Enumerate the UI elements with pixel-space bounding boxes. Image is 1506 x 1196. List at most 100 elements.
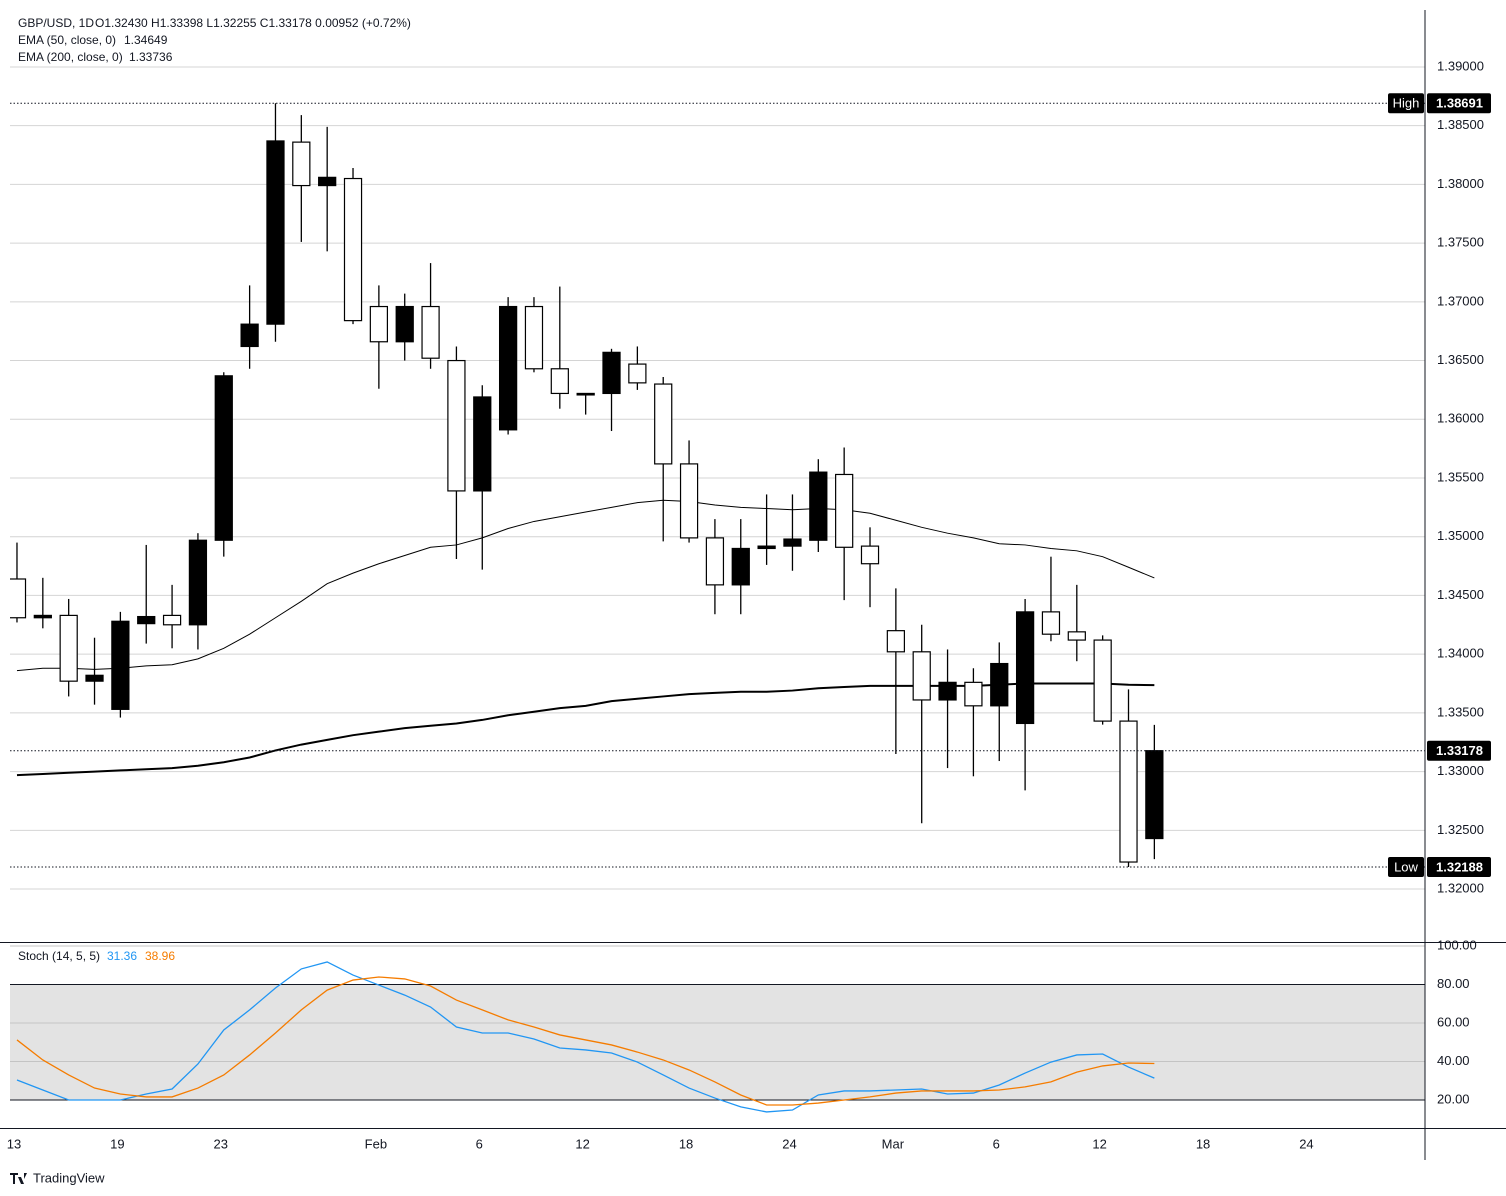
x-tick-label: 19 (110, 1136, 124, 1151)
candle-body (33, 614, 52, 619)
low-marker-tag (1388, 856, 1424, 877)
candle-body (809, 471, 828, 541)
plot-area (16, 961, 1155, 1113)
y-tick-label: 1.35500 (1437, 469, 1484, 484)
brand: TradingView (10, 1170, 105, 1185)
candle-body (860, 545, 880, 565)
candle-body (85, 674, 104, 682)
candle-body (835, 473, 854, 548)
candle-body (1015, 611, 1035, 725)
y-tick-label: 40.00 (1437, 1053, 1470, 1068)
stoch-line (16, 976, 1155, 1106)
high-marker-value: 1.38691 (1436, 96, 1483, 111)
x-tick-label: 18 (1196, 1136, 1210, 1151)
y-tick-label: 1.34500 (1437, 587, 1484, 602)
x-tick-label: 18 (679, 1136, 693, 1151)
ema-50-value: 1.34649 (124, 33, 168, 47)
candle-body (731, 547, 750, 586)
candle-body (473, 396, 492, 492)
y-tick-label: 20.00 (1437, 1091, 1470, 1106)
y-tick-label: 1.35000 (1437, 528, 1484, 543)
x-tick-label: 6 (993, 1136, 1000, 1151)
x-tick-label: 24 (1299, 1136, 1313, 1151)
x-tick-label: 23 (214, 1136, 228, 1151)
ema-line (16, 499, 1155, 672)
x-tick-label: Feb (365, 1136, 387, 1151)
high-marker-tag (1388, 93, 1424, 114)
high-marker-badge (1427, 93, 1491, 114)
candle-body (783, 538, 802, 547)
x-tick-label: 24 (782, 1136, 796, 1151)
candle-body (10, 578, 27, 619)
x-tick-label: 13 (7, 1136, 21, 1151)
candle-body (550, 368, 569, 395)
candle-body (964, 681, 983, 707)
stoch-title: Stoch (14, 5, 5) (18, 949, 100, 963)
candle-body (395, 305, 414, 343)
stoch-panel: 100.00 80.00 60.00 40.00 20.00 (10, 937, 1477, 1113)
x-tick-label: 6 (476, 1136, 483, 1151)
candle-body (912, 651, 931, 701)
stoch-d-value: 38.96 (145, 949, 175, 963)
candle-body (628, 363, 647, 384)
y-tick-label: 1.37000 (1437, 293, 1484, 308)
candle-body (1119, 720, 1138, 863)
price-panel: 1.39000 1.38500 1.38000 1.37500 1.37000 1.365… (10, 58, 1491, 895)
stoch-line (16, 961, 1155, 1113)
ema-50-name: EMA (50, close, 0) (18, 33, 116, 47)
y-tick-label: 1.32500 (1437, 822, 1484, 837)
candle-body (654, 383, 673, 465)
candle-body (886, 630, 905, 653)
y-tick-label: 1.33500 (1437, 704, 1484, 719)
ema-200-name: EMA (200, close, 0) (18, 50, 123, 64)
candle-body (938, 681, 957, 701)
candle-body (369, 305, 389, 343)
y-tick-label: 60.00 (1437, 1014, 1470, 1029)
stoch-band (10, 984, 1425, 1100)
plot-area (10, 103, 1164, 867)
candle-body (214, 375, 233, 541)
candle-body (576, 392, 595, 396)
candle-body (343, 177, 363, 322)
candle-body (498, 305, 518, 431)
candle-body (188, 539, 208, 626)
y-tick-label: 1.38500 (1437, 117, 1484, 132)
symbol-title: GBP/USD, 1D (18, 16, 94, 30)
y-tick-label: 80.00 (1437, 976, 1470, 991)
low-marker-tag-label: Low (1394, 859, 1418, 874)
y-tick-label: 1.39000 (1437, 58, 1484, 73)
y-tick-label: 1.34000 (1437, 646, 1484, 661)
frame (0, 10, 1506, 1160)
legend: GBP/USD, 1D O1.32430 H1.33398 L1.32255 C… (10, 16, 411, 1185)
ema-200-value: 1.33736 (129, 50, 173, 64)
last-price-badge (1427, 740, 1491, 761)
candle-body (990, 662, 1009, 707)
brand-name: TradingView (33, 1170, 105, 1185)
candle-body (292, 141, 311, 187)
candle-body (421, 305, 440, 359)
ema-line (16, 682, 1155, 777)
candle-body (447, 359, 466, 492)
candle-body (1093, 639, 1112, 722)
brand-logo (10, 1173, 27, 1184)
candle-body (1145, 750, 1164, 840)
candle-body (318, 176, 337, 187)
candle-body (524, 305, 544, 370)
last-price-value: 1.33178 (1436, 743, 1483, 758)
candle-body (1041, 611, 1061, 635)
x-tick-label: 12 (575, 1136, 589, 1151)
y-tick-label: 1.36500 (1437, 352, 1484, 367)
candle-body (705, 537, 725, 586)
candle-body (111, 620, 130, 710)
candle-body (679, 463, 699, 539)
candle-body (602, 351, 621, 395)
candle-body (240, 323, 259, 348)
x-tick-label: 12 (1092, 1136, 1106, 1151)
high-marker-tag-label: High (1393, 96, 1420, 111)
low-marker-badge (1427, 856, 1491, 877)
x-tick-label: Mar (882, 1136, 905, 1151)
y-tick-label: 1.33000 (1437, 763, 1484, 778)
y-tick-label: 1.38000 (1437, 176, 1484, 191)
y-tick-label: 1.32000 (1437, 880, 1484, 895)
